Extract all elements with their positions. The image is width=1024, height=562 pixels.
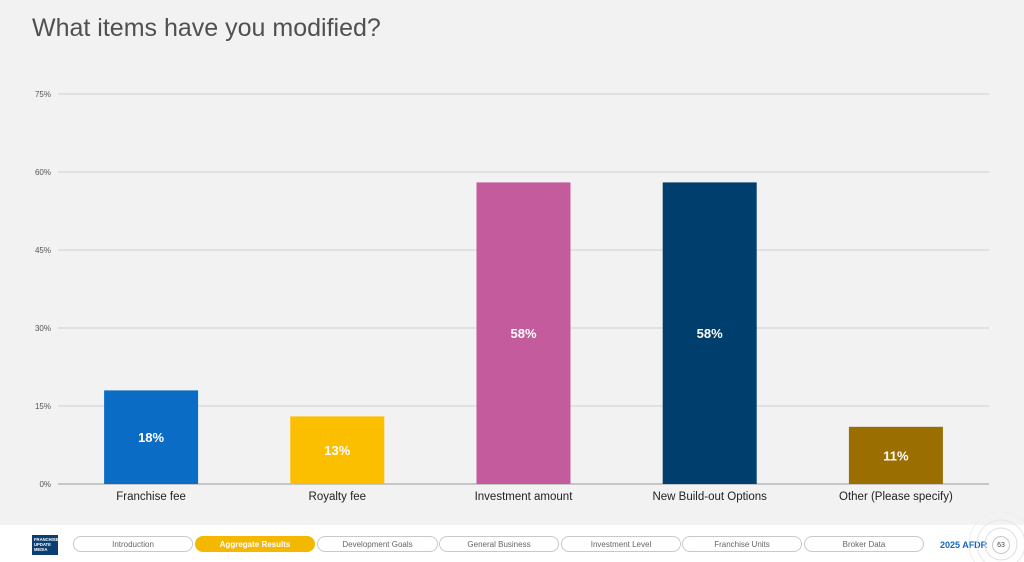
decorative-rings-icon xyxy=(968,511,1024,562)
x-category-label: Other (Please specify) xyxy=(839,491,953,503)
data-label: 58% xyxy=(510,326,536,341)
y-tick-label: 0% xyxy=(39,480,51,489)
page-title: What items have you modified? xyxy=(32,14,381,42)
bar xyxy=(104,390,199,484)
nav-general-business[interactable]: General Business xyxy=(439,536,559,552)
bar xyxy=(476,182,571,484)
bar-chart: 0% 15% 30% 45% 60% 75% 18% Franchise fee 13% Roya… xyxy=(35,90,989,503)
data-label: 18% xyxy=(138,430,164,445)
logo-line: UPDATE xyxy=(34,542,51,547)
bar xyxy=(848,426,943,484)
y-tick-label: 30% xyxy=(35,324,51,333)
bar xyxy=(662,182,757,484)
x-category-label: Investment amount xyxy=(475,491,574,503)
nav-franchise-units[interactable]: Franchise Units xyxy=(682,536,802,552)
brand-logo[interactable]: FRANCHISE UPDATE MEDIA xyxy=(32,535,58,555)
nav-introduction[interactable]: Introduction xyxy=(73,536,193,552)
x-category-label: New Build-out Options xyxy=(652,491,767,503)
logo-line: MEDIA xyxy=(34,547,48,552)
bar xyxy=(290,416,385,484)
nav-aggregate-results[interactable]: Aggregate Results xyxy=(195,536,315,552)
report-label: 2025 AFDR xyxy=(940,540,988,550)
nav-broker-data[interactable]: Broker Data xyxy=(804,536,924,552)
data-label: 13% xyxy=(324,443,350,458)
nav-investment-level[interactable]: Investment Level xyxy=(561,536,681,552)
footer-bar: FRANCHISE UPDATE MEDIA Introduction Aggr… xyxy=(0,525,1024,562)
y-tick-label: 15% xyxy=(35,402,51,411)
y-tick-label: 75% xyxy=(35,90,51,99)
x-category-label: Royalty fee xyxy=(309,491,367,503)
logo-line: FRANCHISE xyxy=(34,537,58,542)
page-number: 63 xyxy=(992,536,1010,554)
data-label: 11% xyxy=(883,448,909,463)
y-tick-label: 45% xyxy=(35,246,51,255)
data-label: 58% xyxy=(697,326,723,341)
x-category-label: Franchise fee xyxy=(116,491,186,503)
nav-development-goals[interactable]: Development Goals xyxy=(317,536,438,552)
y-tick-label: 60% xyxy=(35,168,51,177)
